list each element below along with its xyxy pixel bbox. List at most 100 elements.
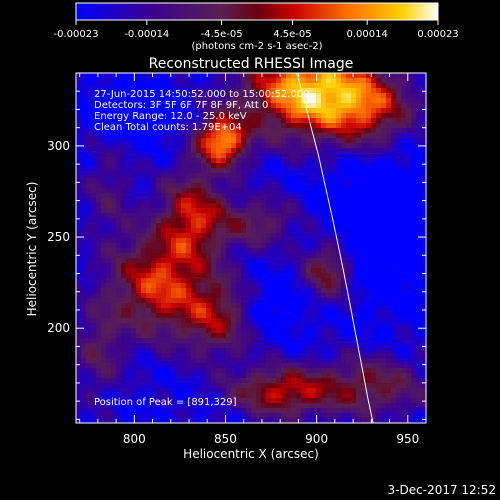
heatmap-cell <box>296 103 302 109</box>
heatmap-cell <box>251 383 257 389</box>
heatmap-cell <box>136 148 142 154</box>
heatmap-cell <box>81 248 87 254</box>
heatmap-cell <box>296 353 302 359</box>
heatmap-cell <box>91 178 97 184</box>
heatmap-cell <box>381 218 387 224</box>
heatmap-cell <box>281 198 287 204</box>
heatmap-cell <box>141 173 147 179</box>
heatmap-cell <box>221 298 227 304</box>
heatmap-cell <box>86 418 92 423</box>
heatmap-cell <box>286 118 292 124</box>
heatmap-cell <box>356 418 362 423</box>
heatmap-cell <box>131 173 137 179</box>
heatmap-cell <box>306 83 312 89</box>
heatmap-cell <box>341 308 347 314</box>
heatmap-cell <box>306 203 312 209</box>
heatmap-cell <box>216 163 222 169</box>
heatmap-cell <box>231 278 237 284</box>
heatmap-cell <box>216 338 222 344</box>
heatmap-cell <box>366 403 372 409</box>
heatmap-cell <box>241 208 247 214</box>
heatmap-cell <box>331 198 337 204</box>
heatmap-cell <box>96 228 102 234</box>
heatmap-cell <box>416 88 422 94</box>
heatmap-cell <box>246 188 252 194</box>
heatmap-cell <box>136 163 142 169</box>
heatmap-cell <box>321 113 327 119</box>
heatmap-cell <box>116 253 122 259</box>
heatmap-cell <box>341 338 347 344</box>
heatmap-cell <box>386 378 392 384</box>
heatmap-cell <box>251 158 257 164</box>
heatmap-cell <box>156 328 162 334</box>
heatmap-cell <box>116 243 122 249</box>
heatmap-cell <box>181 253 187 259</box>
heatmap-cell <box>346 338 352 344</box>
heatmap-cell <box>231 418 237 423</box>
heatmap-cell <box>316 298 322 304</box>
heatmap-cell <box>186 148 192 154</box>
heatmap-cell <box>306 268 312 274</box>
heatmap-cell <box>201 313 207 319</box>
heatmap-cell <box>86 358 92 364</box>
heatmap-cell <box>96 118 102 124</box>
heatmap-cell <box>336 343 342 349</box>
heatmap-cell <box>191 218 197 224</box>
heatmap-cell <box>196 298 202 304</box>
heatmap-cell <box>96 288 102 294</box>
heatmap-cell <box>351 268 357 274</box>
heatmap-cell <box>101 98 107 104</box>
heatmap-cell <box>271 363 277 369</box>
heatmap-cell <box>156 263 162 269</box>
heatmap-cell <box>321 103 327 109</box>
heatmap-cell <box>201 268 207 274</box>
heatmap-cell <box>296 263 302 269</box>
heatmap-cell <box>106 288 112 294</box>
heatmap-cell <box>266 93 272 99</box>
heatmap-cell <box>301 258 307 264</box>
heatmap-cell <box>311 368 317 374</box>
heatmap-cell <box>311 388 317 394</box>
heatmap-cell <box>311 78 317 84</box>
heatmap-cell <box>121 238 127 244</box>
heatmap-cell <box>296 203 302 209</box>
heatmap-cell <box>181 333 187 339</box>
heatmap-cell <box>261 168 267 174</box>
heatmap-cell <box>196 213 202 219</box>
heatmap-cell <box>371 403 377 409</box>
heatmap-cell <box>346 413 352 419</box>
heatmap-cell <box>321 333 327 339</box>
heatmap-cell <box>106 108 112 114</box>
heatmap-cell <box>256 368 262 374</box>
heatmap-cell <box>136 198 142 204</box>
heatmap-cell <box>391 88 397 94</box>
heatmap-cell <box>251 83 257 89</box>
heatmap-cell <box>226 168 232 174</box>
heatmap-cell <box>396 128 402 134</box>
heatmap-cell <box>291 188 297 194</box>
heatmap-cell <box>146 288 152 294</box>
heatmap-cell <box>261 403 267 409</box>
heatmap-cell <box>401 83 407 89</box>
heatmap-cell <box>171 333 177 339</box>
heatmap-cell <box>356 163 362 169</box>
heatmap-cell <box>371 223 377 229</box>
heatmap-cell <box>121 128 127 134</box>
heatmap-cell <box>141 358 147 364</box>
heatmap-cell <box>126 263 132 269</box>
heatmap-cell <box>366 228 372 234</box>
heatmap-cell <box>411 108 417 114</box>
heatmap-cell <box>346 253 352 259</box>
heatmap-cell <box>151 93 157 99</box>
heatmap-cell <box>106 168 112 174</box>
heatmap-cell <box>136 98 142 104</box>
heatmap-cell <box>231 378 237 384</box>
heatmap-cell <box>316 318 322 324</box>
heatmap-cell <box>96 333 102 339</box>
heatmap-cell <box>281 93 287 99</box>
heatmap-cell <box>331 118 337 124</box>
heatmap-cell <box>91 148 97 154</box>
heatmap-cell <box>281 208 287 214</box>
heatmap-cell <box>181 148 187 154</box>
heatmap-cell <box>101 143 107 149</box>
